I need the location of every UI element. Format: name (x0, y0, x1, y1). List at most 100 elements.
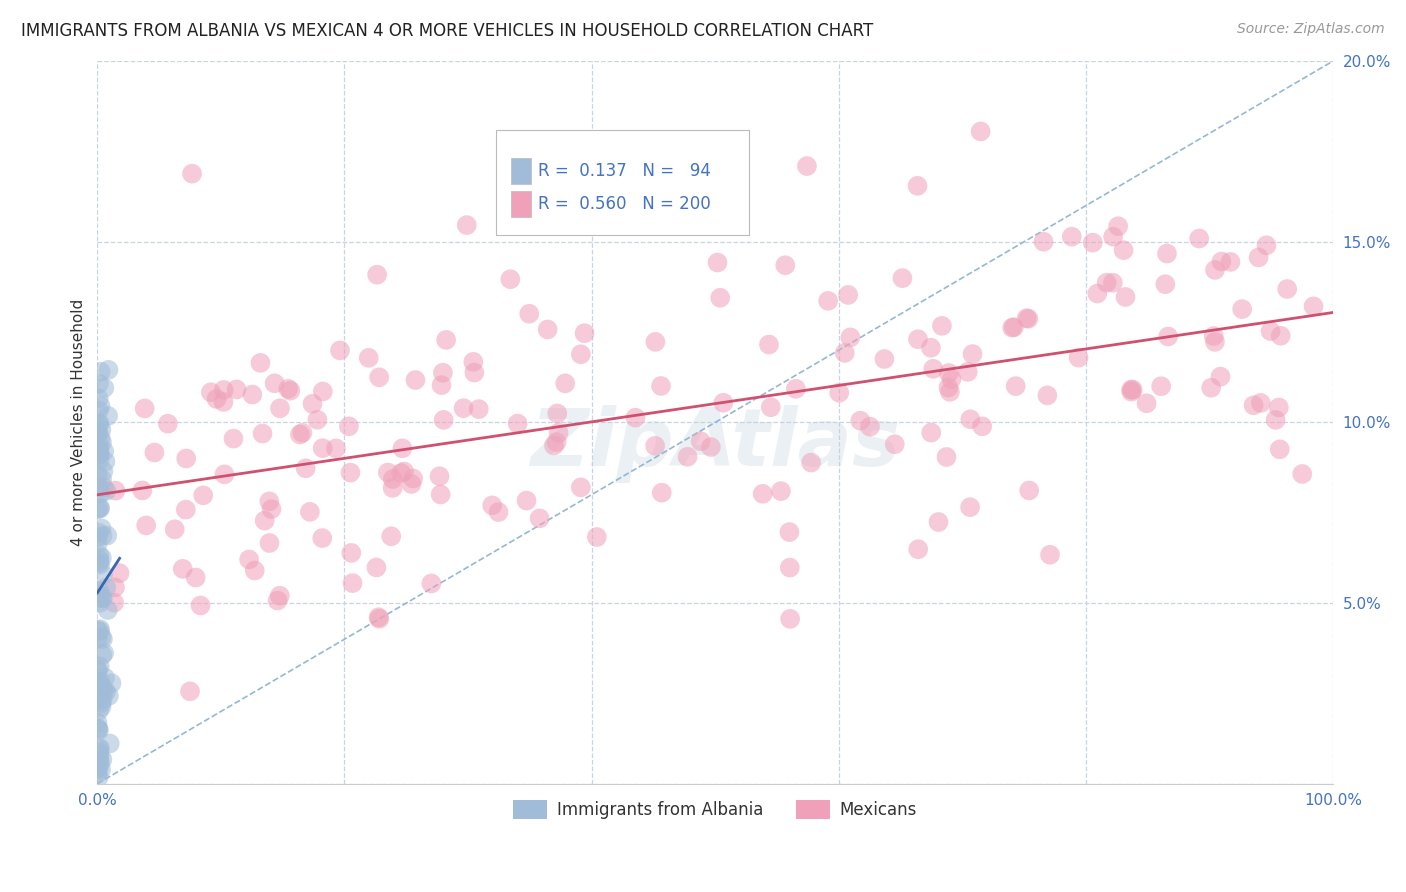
Point (301, 397, 323, 411)
Point (96, 483, 118, 498)
Point (87, 417, 110, 432)
Point (837, 288, 859, 302)
Point (432, 366, 454, 380)
Point (143, 445, 166, 459)
Point (1243, 398, 1265, 412)
Text: R =  0.560   N = 200: R = 0.560 N = 200 (537, 194, 710, 213)
Point (91, 529, 114, 543)
Point (839, 330, 862, 344)
Point (156, 417, 179, 431)
Text: ZipAtlas: ZipAtlas (530, 405, 900, 483)
Point (800, 456, 823, 470)
Point (87, 556, 110, 570)
Point (935, 450, 957, 464)
Point (849, 414, 872, 428)
Point (1199, 381, 1222, 395)
Point (1268, 442, 1291, 457)
Point (277, 382, 299, 396)
Point (1211, 254, 1233, 268)
Point (193, 488, 215, 502)
Point (569, 347, 592, 361)
Point (357, 351, 380, 365)
Point (87, 693, 110, 707)
Point (420, 576, 443, 591)
Point (938, 380, 960, 394)
Point (90, 431, 112, 445)
Point (481, 499, 503, 513)
Point (89, 417, 111, 431)
Point (1018, 483, 1040, 498)
Point (91, 632, 114, 646)
Point (94, 454, 117, 468)
Point (706, 255, 728, 269)
Point (796, 159, 818, 173)
Point (433, 413, 456, 427)
Point (1114, 290, 1136, 304)
Point (89, 558, 111, 572)
Point (89, 500, 111, 515)
Point (131, 483, 153, 498)
Point (242, 387, 264, 401)
Point (87, 444, 110, 458)
Point (1264, 413, 1286, 427)
Point (1156, 246, 1178, 260)
Point (311, 531, 333, 545)
Point (775, 258, 797, 272)
Point (1095, 276, 1118, 290)
Point (463, 366, 485, 380)
Point (90, 521, 112, 535)
Point (337, 419, 360, 434)
Point (135, 518, 157, 533)
Point (1277, 282, 1299, 296)
Point (94, 671, 117, 685)
Point (174, 502, 197, 516)
Point (689, 434, 711, 449)
Point (89, 741, 111, 756)
Point (89, 439, 111, 453)
Point (429, 469, 451, 483)
Point (1157, 329, 1180, 343)
Point (97, 603, 120, 617)
Point (969, 124, 991, 138)
Point (873, 351, 896, 366)
Point (1015, 311, 1038, 326)
Point (98, 737, 121, 751)
Point (172, 562, 194, 576)
Point (429, 487, 451, 501)
Point (90, 763, 112, 777)
Point (93, 444, 115, 458)
Point (89, 745, 111, 759)
Point (91, 752, 114, 766)
Point (89, 453, 111, 467)
Point (515, 493, 537, 508)
Point (381, 472, 404, 486)
Point (368, 612, 391, 626)
Point (89, 448, 111, 462)
Point (700, 440, 723, 454)
Point (546, 407, 568, 421)
Point (298, 505, 321, 519)
Point (1067, 351, 1090, 365)
Point (644, 439, 666, 453)
Point (1188, 231, 1211, 245)
Point (1247, 251, 1270, 265)
Point (779, 612, 801, 626)
Point (453, 401, 475, 416)
Point (1122, 383, 1144, 397)
Point (1017, 311, 1039, 326)
Point (543, 438, 565, 452)
Point (190, 599, 212, 613)
Point (569, 480, 592, 494)
Point (86, 664, 108, 678)
Point (266, 593, 288, 607)
Point (90, 591, 112, 605)
Point (651, 485, 673, 500)
Y-axis label: 4 or more Vehicles in Household: 4 or more Vehicles in Household (72, 299, 86, 546)
Point (91, 591, 114, 606)
Point (86, 623, 108, 637)
Point (962, 347, 984, 361)
Point (90, 699, 112, 714)
Point (1230, 302, 1253, 317)
Point (468, 402, 491, 417)
Point (312, 384, 335, 399)
